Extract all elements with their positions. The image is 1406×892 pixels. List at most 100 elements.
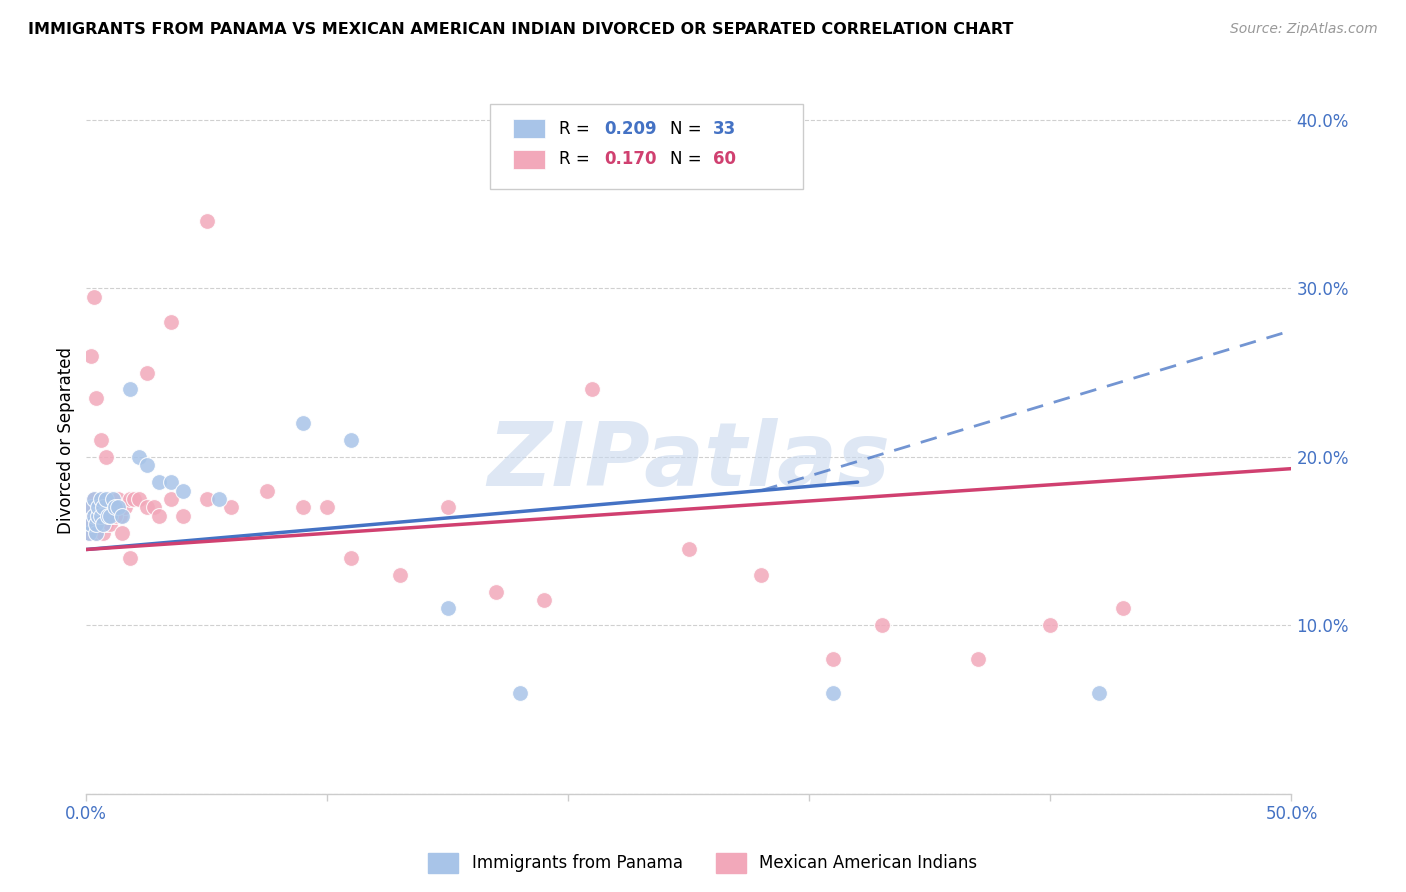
Point [509, 685, 531, 699]
Point [172, 508, 194, 523]
Point [118, 550, 141, 565]
Point [87, 508, 110, 523]
FancyBboxPatch shape [491, 104, 803, 189]
Point [678, 542, 700, 557]
Point [97, 508, 120, 523]
Text: 33: 33 [713, 120, 737, 137]
Point [104, 508, 127, 523]
FancyBboxPatch shape [513, 150, 546, 169]
Point [118, 491, 141, 506]
Text: 0.170: 0.170 [605, 150, 657, 169]
Point [159, 491, 181, 506]
Point [533, 593, 555, 607]
Point [101, 508, 124, 523]
Point [159, 475, 181, 489]
Point [219, 500, 242, 515]
Point [94, 517, 117, 532]
Point [80, 500, 103, 515]
Point [83, 491, 105, 506]
Point [111, 525, 134, 540]
Point [485, 584, 508, 599]
Point [80, 500, 103, 515]
Point [111, 508, 134, 523]
Point [823, 652, 845, 666]
Point [124, 491, 146, 506]
Point [128, 450, 150, 464]
Point [159, 315, 181, 329]
Point [100, 508, 122, 523]
Y-axis label: Divorced or Separated: Divorced or Separated [58, 346, 75, 533]
Point [208, 491, 231, 506]
Point [135, 500, 157, 515]
Point [100, 517, 122, 532]
Text: N =: N = [669, 150, 706, 169]
Point [172, 483, 194, 498]
Point [256, 483, 278, 498]
Point [94, 491, 117, 506]
Point [80, 349, 103, 363]
Point [104, 500, 127, 515]
Point [107, 491, 129, 506]
Point [148, 475, 170, 489]
Point [87, 500, 110, 515]
Point [90, 517, 112, 532]
Point [823, 685, 845, 699]
Point [340, 433, 363, 447]
Point [135, 366, 157, 380]
Text: N =: N = [669, 120, 706, 137]
Text: R =: R = [558, 120, 595, 137]
Text: R =: R = [558, 150, 595, 169]
Point [118, 383, 141, 397]
Point [94, 500, 117, 515]
Point [87, 500, 110, 515]
Point [142, 500, 165, 515]
Point [437, 601, 460, 615]
Point [91, 508, 114, 523]
Point [100, 491, 122, 506]
Legend: Immigrants from Panama, Mexican American Indians: Immigrants from Panama, Mexican American… [422, 847, 984, 880]
Point [870, 618, 893, 632]
Point [292, 416, 315, 430]
Point [101, 491, 124, 506]
Point [148, 508, 170, 523]
Point [292, 500, 315, 515]
Point [84, 517, 107, 532]
Text: 60: 60 [713, 150, 735, 169]
Point [94, 450, 117, 464]
Point [84, 525, 107, 540]
Point [316, 500, 339, 515]
Point [967, 652, 990, 666]
Point [87, 508, 110, 523]
Point [195, 491, 218, 506]
Point [388, 567, 411, 582]
Point [90, 491, 112, 506]
Point [195, 214, 218, 228]
Point [90, 508, 112, 523]
Point [77, 525, 100, 540]
Point [80, 517, 103, 532]
Point [135, 458, 157, 473]
Point [108, 508, 131, 523]
Point [83, 491, 105, 506]
Point [104, 500, 127, 515]
Point [91, 525, 114, 540]
Point [90, 433, 112, 447]
Point [128, 491, 150, 506]
Point [84, 525, 107, 540]
Point [749, 567, 772, 582]
Text: ZIPatlas: ZIPatlas [488, 417, 890, 505]
Point [80, 517, 103, 532]
Point [83, 290, 105, 304]
Point [1039, 618, 1062, 632]
Text: 0.209: 0.209 [605, 120, 657, 137]
Point [83, 508, 105, 523]
Point [581, 383, 603, 397]
Point [91, 500, 114, 515]
Point [83, 508, 105, 523]
Text: Source: ZipAtlas.com: Source: ZipAtlas.com [1230, 22, 1378, 37]
Point [90, 491, 112, 506]
Point [1087, 685, 1109, 699]
Point [107, 500, 129, 515]
Point [1112, 601, 1135, 615]
Point [77, 525, 100, 540]
